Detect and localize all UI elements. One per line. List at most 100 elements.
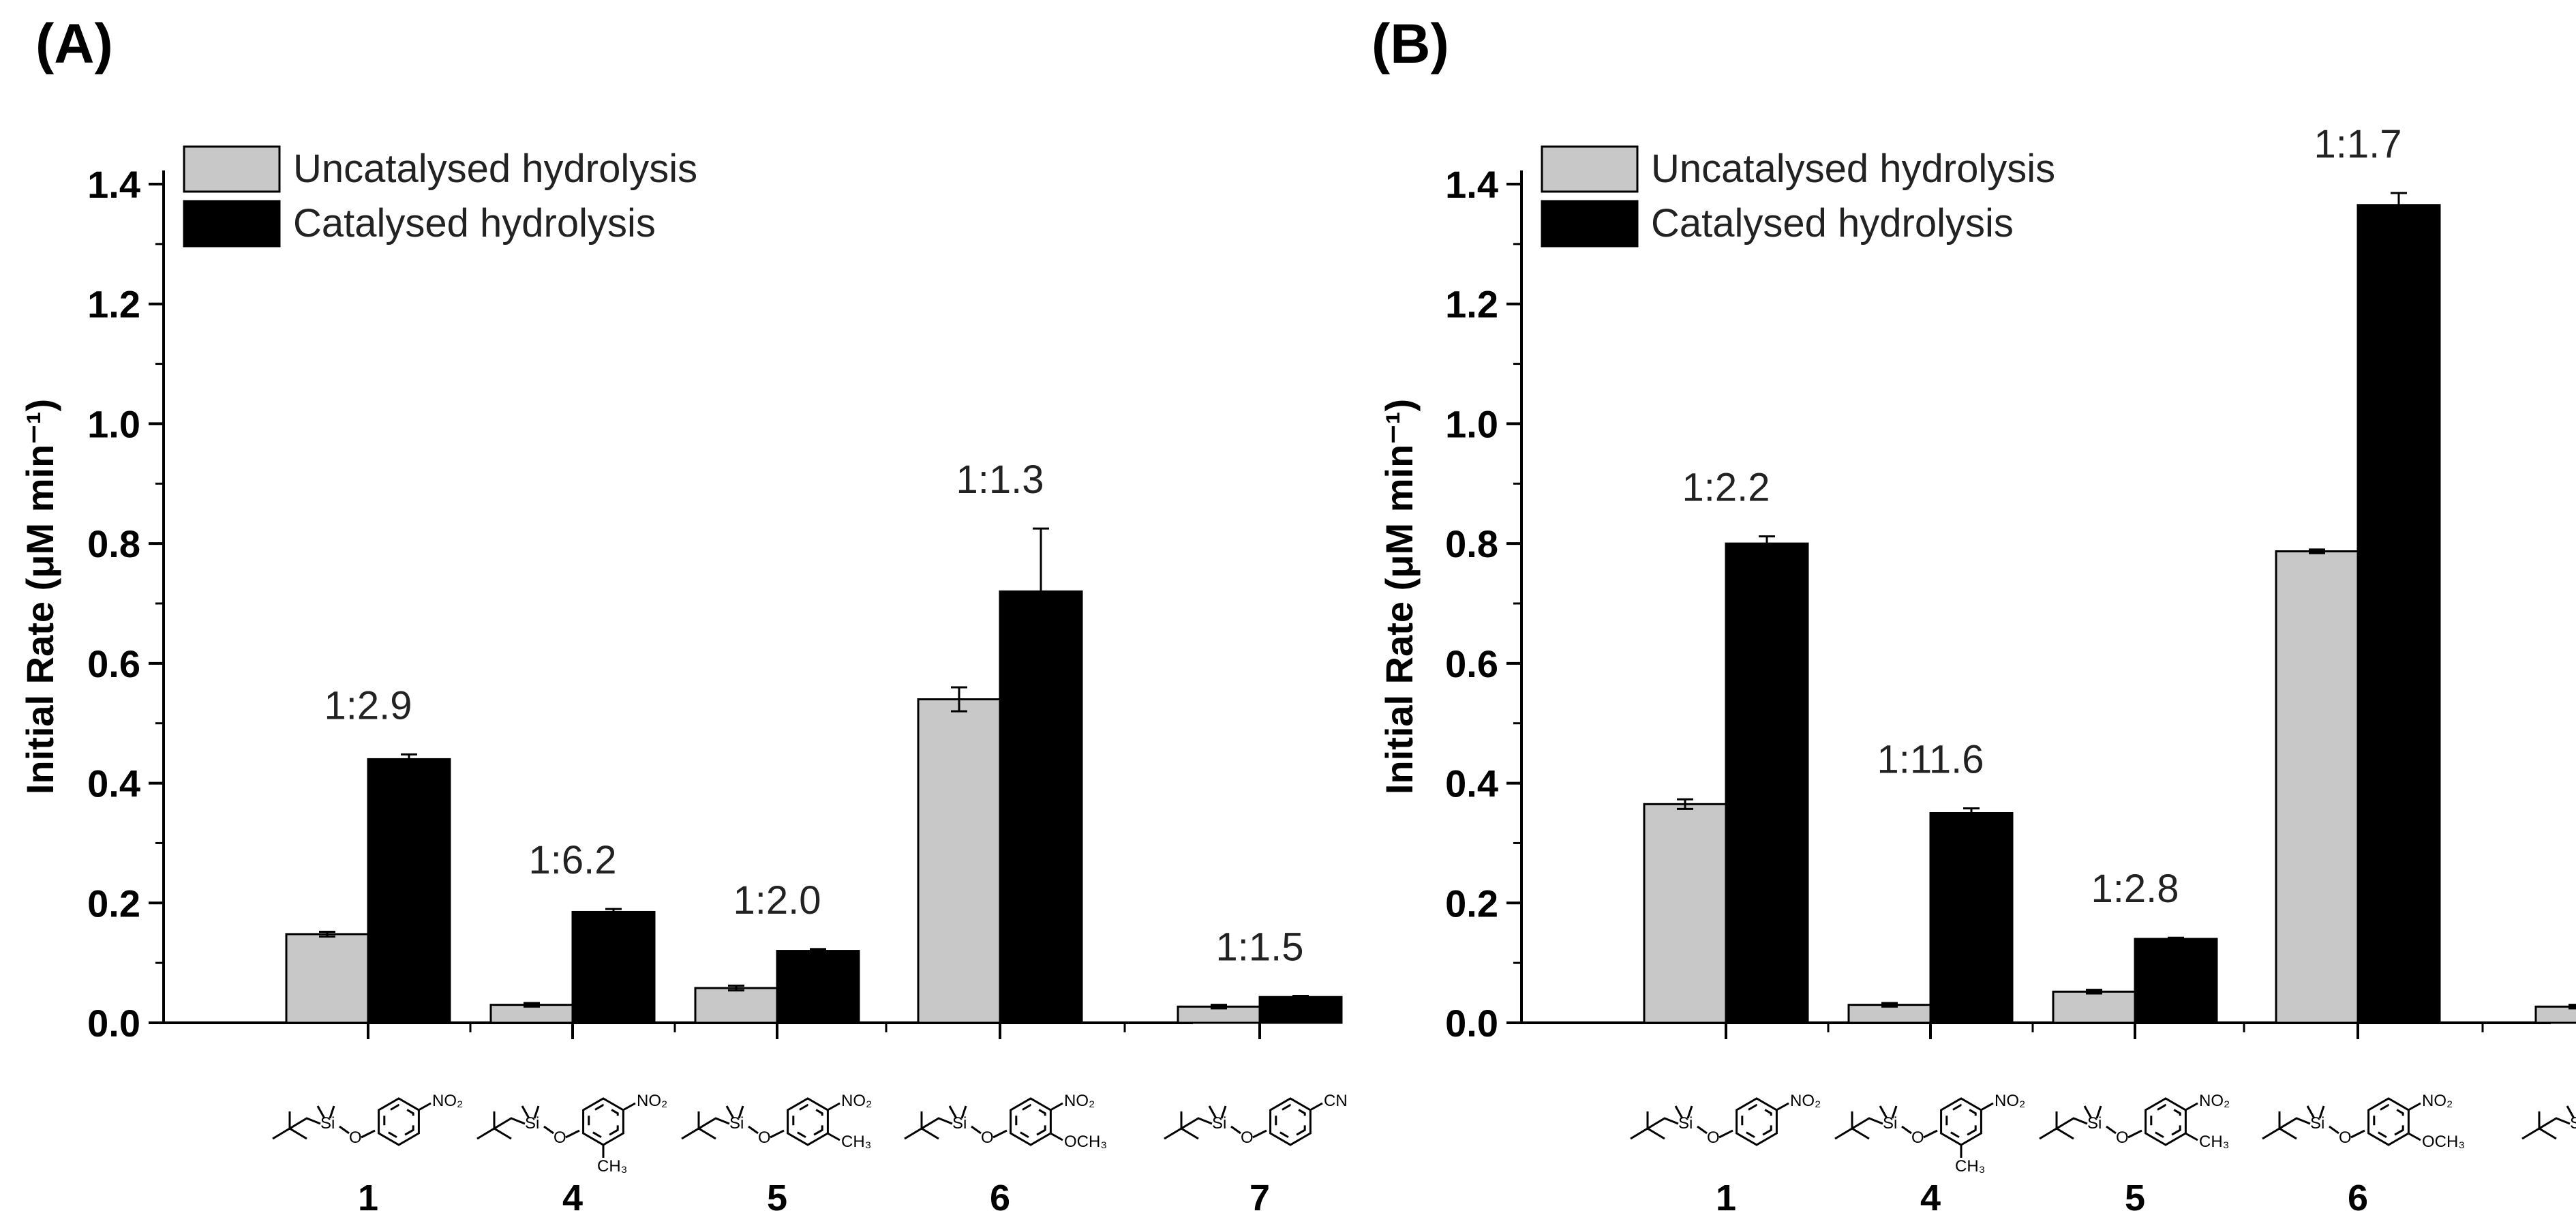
bar-catalysed	[776, 950, 860, 1024]
y-tick-label: 0.8	[87, 522, 140, 565]
si-methyl-bond	[2083, 1105, 2093, 1119]
y-tick-label: 0.0	[87, 1002, 140, 1045]
ratio-label: 1:2.9	[324, 683, 412, 728]
y-tick-label: 0.2	[1445, 882, 1498, 925]
o-aryl-bond	[2350, 1129, 2365, 1139]
o-aryl-bond	[992, 1129, 1007, 1139]
substituent-label: NO₂	[2199, 1092, 2230, 1110]
panel-a: (A) 0.0 0.2 0.4 0.6 0.8 1.0 1.2 1.4 Initial Rate …	[18, 13, 1348, 1218]
y-tick-label: 1.4	[87, 163, 140, 206]
bar-catalysed	[2357, 204, 2441, 1024]
si-label: Si	[952, 1114, 967, 1133]
substituent-bond	[622, 1102, 636, 1111]
methyl-label: CH₃	[597, 1157, 627, 1176]
si-methyl-bond	[521, 1105, 530, 1119]
substituent-bond	[1980, 1102, 1994, 1111]
tbu-bond	[2521, 1127, 2557, 1140]
y-tick-label: 0.6	[1445, 642, 1498, 685]
bar-catalysed	[571, 910, 656, 1024]
methoxy-label: OCH₃	[2422, 1133, 2465, 1151]
substituent-label: NO₂	[2422, 1092, 2453, 1110]
panel-label: (B)	[1372, 13, 1449, 75]
o-bond	[1901, 1125, 1912, 1135]
ratio-label: 1:11.6	[1877, 737, 1984, 781]
si-methyl-bond	[316, 1105, 326, 1119]
o-label: O	[2339, 1128, 2352, 1147]
legend-label: Uncatalysed hydrolysis	[293, 147, 697, 191]
substituent-label: NO₂	[432, 1092, 463, 1110]
bar-uncatalysed	[2534, 1005, 2576, 1024]
substituent-bond	[827, 1102, 840, 1111]
tbu-bond	[272, 1127, 307, 1140]
si-bond	[2539, 1117, 2571, 1130]
si-bond	[921, 1117, 953, 1130]
compound-number: 4	[1920, 1178, 1941, 1218]
o-bond	[2329, 1125, 2339, 1135]
compound-number: 7	[1249, 1178, 1270, 1218]
bar-uncatalysed	[1643, 803, 1727, 1024]
si-bond	[2056, 1117, 2088, 1130]
benzene-inner	[792, 1103, 823, 1140]
si-methyl-bond	[738, 1105, 744, 1119]
molecule-structure: Si O NO₂ OCH₃	[2262, 1092, 2465, 1151]
y-tick-label: 1.2	[1445, 283, 1498, 326]
tbu-bond	[1834, 1127, 1870, 1140]
legend-swatch-catalysed	[1541, 200, 1639, 248]
methyl-label: CH₃	[2199, 1133, 2229, 1151]
o-bond	[339, 1125, 350, 1135]
si-label: Si	[525, 1114, 539, 1133]
methoxy-bond	[2408, 1132, 2421, 1141]
si-bond	[1181, 1117, 1213, 1130]
substituent-label: NO₂	[841, 1092, 872, 1110]
si-label: Si	[1678, 1114, 1693, 1133]
o-aryl-bond	[1923, 1129, 1938, 1139]
si-label: Si	[729, 1114, 744, 1133]
y-tick-label: 1.4	[1445, 163, 1498, 206]
o-aryl-bond	[1718, 1129, 1733, 1139]
si-methyl-bond	[329, 1105, 335, 1119]
substituent-label: NO₂	[1995, 1092, 2025, 1110]
si-methyl-bond	[948, 1105, 958, 1119]
legend: Uncatalysed hydrolysis Catalysed hydrolys…	[1541, 145, 2055, 248]
si-label: Si	[2570, 1114, 2576, 1133]
o-bond	[971, 1125, 982, 1135]
tbu-bond	[2039, 1127, 2074, 1140]
benzene-inner	[588, 1103, 619, 1140]
compound-number: 5	[2125, 1178, 2145, 1218]
benzene-inner	[1015, 1103, 1046, 1140]
si-methyl-bond	[1220, 1105, 1227, 1119]
bar-catalysed	[1258, 996, 1343, 1024]
methyl-bond	[827, 1132, 840, 1141]
o-label: O	[981, 1128, 994, 1147]
o-label: O	[758, 1128, 771, 1147]
y-tick-label: 1.2	[87, 283, 140, 326]
tbu-bond	[681, 1127, 716, 1140]
o-aryl-bond	[1252, 1129, 1267, 1139]
ratio-label: 1:2.0	[733, 878, 821, 923]
compound-number: 1	[358, 1178, 378, 1218]
si-label: Si	[2310, 1114, 2324, 1133]
o-bond	[2106, 1125, 2117, 1135]
legend-label: Catalysed hydrolysis	[1651, 201, 2014, 245]
compound-number: 6	[990, 1178, 1010, 1218]
y-tick-label: 0.2	[87, 882, 140, 925]
o-label: O	[1241, 1128, 1254, 1147]
o-aryl-bond	[770, 1129, 785, 1139]
substituent-bond	[1776, 1102, 1789, 1111]
y-axis-label: Initial Rate (μM min⁻¹)	[1378, 399, 1421, 794]
y-tick-label: 0.6	[87, 642, 140, 685]
bar-uncatalysed	[694, 987, 778, 1024]
panel-b: (B) 0.0 0.2 0.4 0.6 0.8 1.0 1.2 1.4 Initial Rate …	[1372, 13, 2576, 1218]
o-label: O	[1911, 1128, 1924, 1147]
o-aryl-bond	[565, 1129, 580, 1139]
ratio-label: 1:1.3	[956, 458, 1044, 502]
bar-catalysed	[367, 758, 451, 1024]
si-bond	[289, 1117, 321, 1130]
ratio-label: 1:2.2	[1682, 466, 1770, 510]
substituent-bond	[1309, 1102, 1323, 1111]
o-label: O	[1707, 1128, 1720, 1147]
si-methyl-bond	[2318, 1105, 2325, 1119]
panel-label: (A)	[35, 13, 113, 75]
